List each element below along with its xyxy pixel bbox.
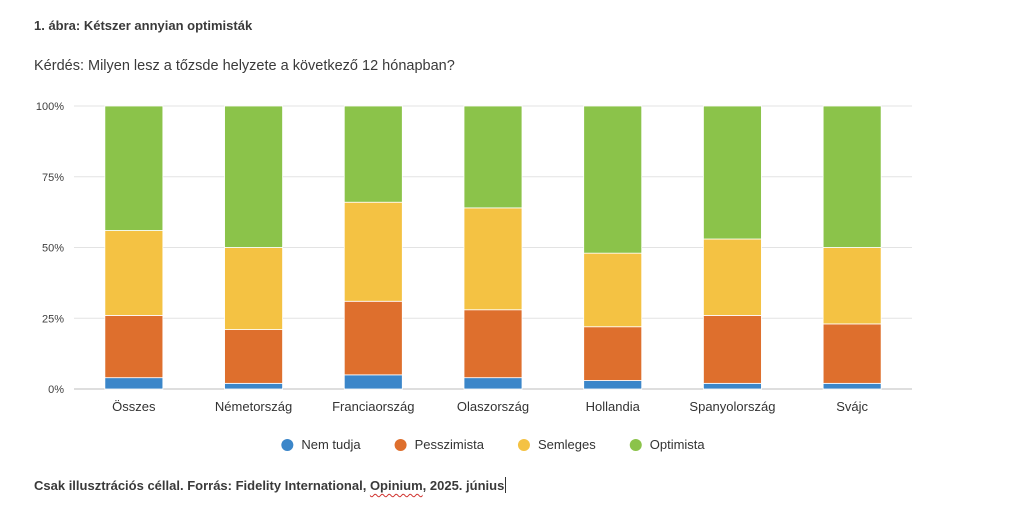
x-tick-label: Olaszország: [457, 399, 529, 414]
bar-segment: [104, 105, 164, 231]
bar-segment: [224, 382, 283, 390]
bar-segment: [822, 105, 882, 248]
y-tick-label: 50%: [42, 243, 64, 255]
bar-segment: [343, 105, 403, 203]
bar-segment: [343, 201, 403, 302]
bar-segment: [343, 374, 403, 390]
bar-segment: [224, 329, 283, 384]
bar-segment: [583, 105, 643, 254]
bar-segment: [463, 105, 523, 209]
legend-marker: [629, 439, 642, 451]
bar-segment: [822, 382, 882, 390]
source-misspelled-word: Opinium: [369, 478, 423, 493]
x-tick-label: Összes: [112, 399, 156, 414]
bar-segment: [822, 323, 882, 384]
bar-segment: [703, 315, 762, 384]
legend-marker: [281, 439, 294, 451]
bar-segment: [703, 238, 762, 316]
figure-title: 1. ábra: Kétszer annyian optimisták: [34, 18, 253, 33]
source-date: , 2025. június: [422, 478, 505, 493]
bar-segment: [703, 105, 762, 240]
bar-segment: [463, 309, 523, 379]
bar-segment: [463, 207, 523, 311]
y-tick-label: 75%: [42, 172, 64, 184]
legend-marker: [517, 439, 530, 451]
x-tick-label: Svájc: [836, 399, 868, 414]
stacked-bar-chart: 0% 25% 50% 75% 100% Összes Németország Franciao…: [36, 101, 912, 452]
survey-question: Kérdés: Milyen lesz a tőzsde helyzete a …: [34, 58, 455, 74]
x-tick-label: Németország: [215, 399, 292, 414]
legend-marker: [394, 439, 407, 451]
legend-label: Nem tudja: [301, 437, 361, 452]
text-caret: [505, 477, 507, 493]
legend-label: Optimista: [650, 437, 706, 452]
legend-label: Pesszimista: [415, 437, 485, 452]
x-tick-label: Hollandia: [586, 399, 641, 414]
bar-segment: [104, 377, 164, 390]
y-tick-label: 25%: [42, 313, 64, 325]
bar-segment: [224, 105, 283, 248]
bar-segment: [583, 326, 643, 381]
bar-segment: [224, 247, 283, 330]
bar-segment: [343, 300, 403, 376]
bar-segment: [822, 247, 882, 325]
bar-segment: [463, 377, 523, 390]
legend-label: Semleges: [538, 437, 596, 452]
y-tick-label: 100%: [36, 101, 64, 113]
bar-segment: [583, 380, 643, 390]
bar-segment: [583, 252, 643, 328]
source-note: Csak illusztrációs céllal. Forrás: Fidel…: [34, 477, 507, 493]
x-tick-label: Franciaország: [332, 399, 414, 414]
y-tick-label: 0%: [48, 384, 64, 396]
bar-segment: [104, 230, 164, 316]
bar-segment: [104, 315, 164, 379]
source-text: Csak illusztrációs céllal. Forrás: Fidel…: [34, 478, 370, 493]
bar-segment: [703, 382, 762, 390]
x-tick-label: Spanyolország: [689, 399, 775, 414]
